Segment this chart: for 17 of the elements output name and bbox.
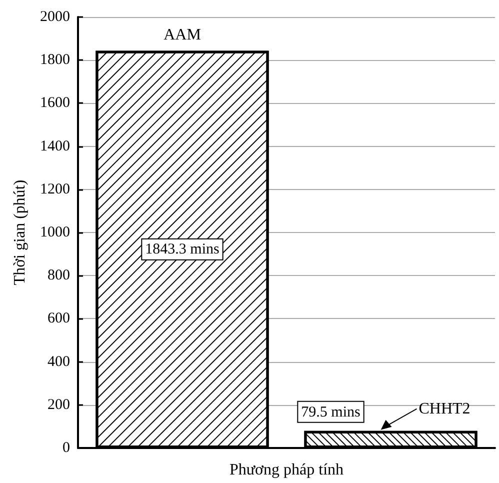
y-tick-label: 2000 xyxy=(40,9,70,25)
data-label: 79.5 mins xyxy=(301,404,360,420)
y-tick-label: 1400 xyxy=(40,138,70,154)
y-tick-label: 1000 xyxy=(40,224,70,240)
y-tick-label: 600 xyxy=(48,310,70,327)
y-tick-label: 1800 xyxy=(40,52,70,68)
y-tick-label: 800 xyxy=(48,268,70,284)
y-tick-label: 0 xyxy=(62,440,70,456)
y-tick-label: 400 xyxy=(48,354,70,370)
y-axis-title: Thời gian (phút) xyxy=(12,180,28,286)
x-axis-title: Phương pháp tính xyxy=(229,462,344,478)
data-label: 1843.3 mins xyxy=(145,241,220,258)
y-tick-label: 200 xyxy=(48,396,70,413)
x-tick-label: AAM xyxy=(164,26,201,44)
y-tick-label: 1200 xyxy=(40,181,70,198)
y-tick-label: 1600 xyxy=(40,95,70,112)
x-tick-label: CHHT2 xyxy=(418,400,470,418)
